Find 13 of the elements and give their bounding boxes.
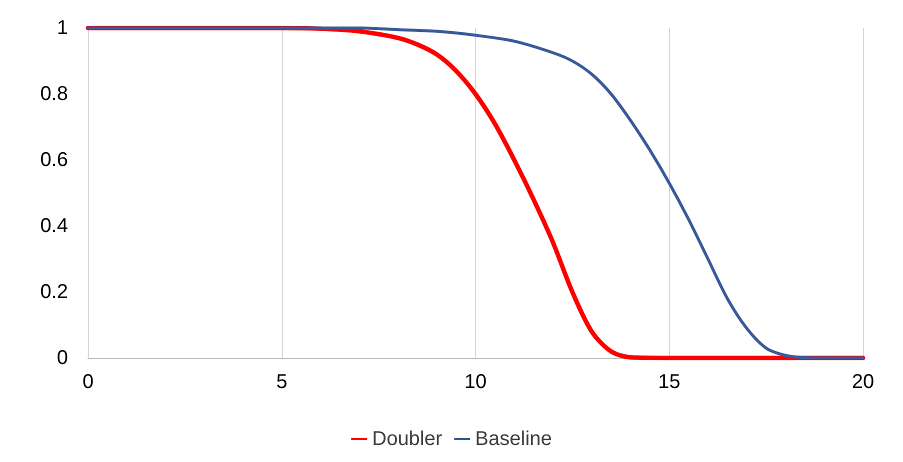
y-tick-label: 1 xyxy=(56,17,68,39)
x-tick-label: 10 xyxy=(464,371,487,393)
legend-label: Doubler xyxy=(372,428,442,450)
y-tick-label: 0 xyxy=(56,347,68,369)
legend-label: Baseline xyxy=(475,428,552,450)
x-tick-label: 5 xyxy=(276,371,288,393)
y-tick-label: 0.6 xyxy=(40,149,68,171)
x-tick-label: 15 xyxy=(658,371,680,393)
y-tick-label: 0.2 xyxy=(40,281,68,303)
y-tick-label: 0.4 xyxy=(40,215,68,237)
x-tick-label: 20 xyxy=(852,371,874,393)
y-tick-label: 0.8 xyxy=(40,83,68,105)
x-tick-label: 0 xyxy=(82,371,94,393)
